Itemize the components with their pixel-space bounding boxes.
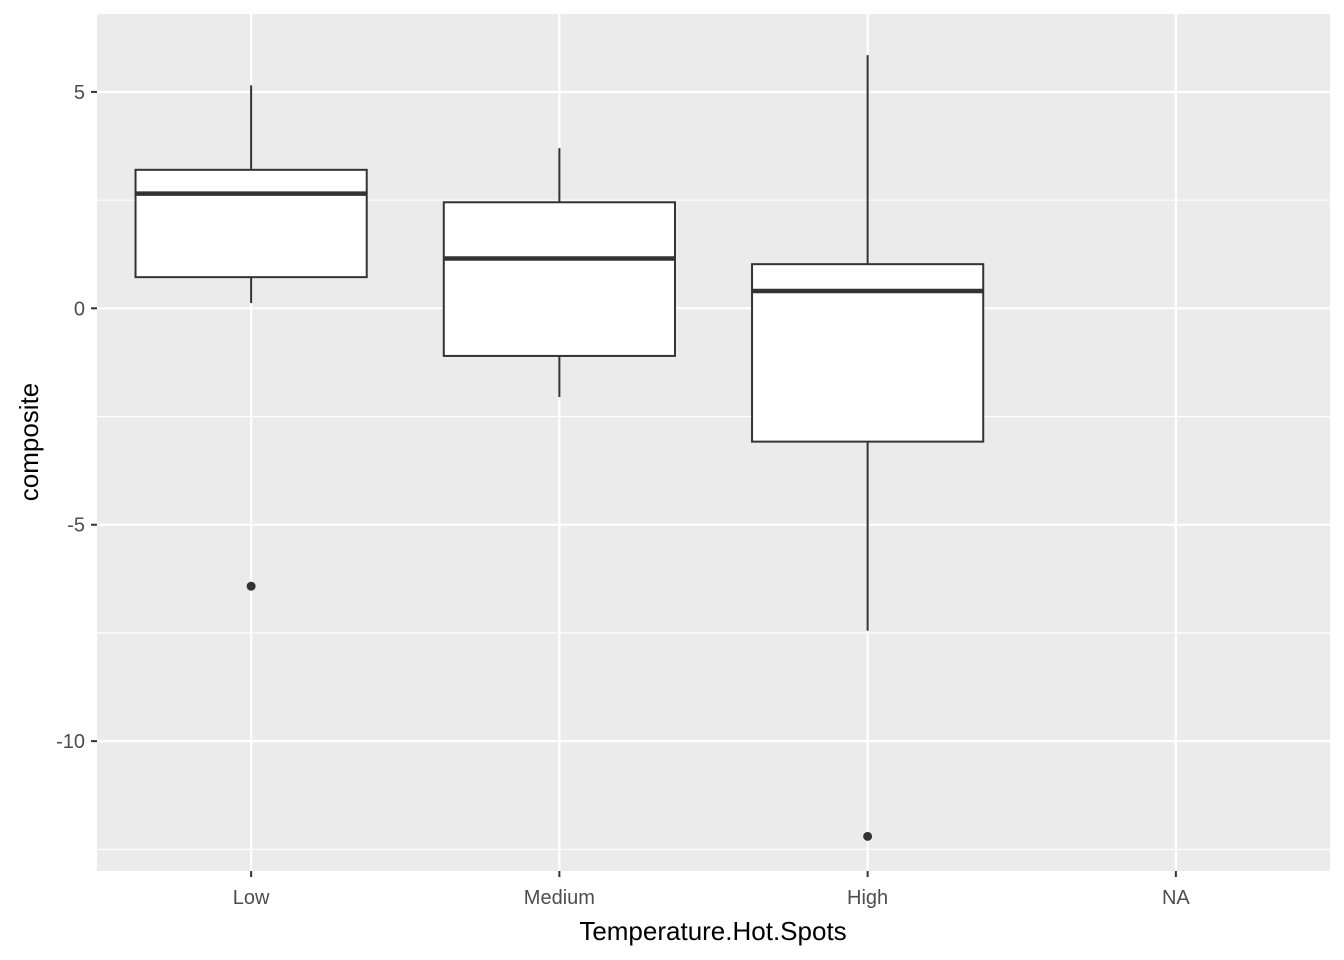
outlier-point [863, 831, 873, 841]
panel-background [97, 14, 1330, 871]
y-tick-label: -5 [67, 515, 85, 537]
box-medium [442, 148, 676, 398]
y-tick-label: 5 [74, 82, 85, 104]
outlier-point [246, 581, 256, 591]
y-tick-label: 0 [74, 298, 85, 320]
y-axis-title: composite [14, 383, 44, 502]
box-iqr [751, 263, 985, 443]
x-tick-label: NA [1162, 887, 1190, 909]
x-tick-label: Low [233, 887, 270, 909]
y-axis-ticks: 5 0 -5 -10 [56, 82, 97, 753]
x-tick-label: Medium [524, 887, 595, 909]
x-tick-label: High [847, 887, 888, 909]
x-axis-title: Temperature.Hot.Spots [579, 916, 846, 946]
y-tick-label: -10 [56, 731, 85, 753]
box-high [751, 55, 985, 841]
box-iqr [134, 168, 368, 279]
box-low [134, 85, 368, 591]
box-iqr [442, 201, 676, 357]
boxplots [134, 55, 985, 841]
x-axis-ticks: Low Medium High NA [233, 871, 1190, 909]
